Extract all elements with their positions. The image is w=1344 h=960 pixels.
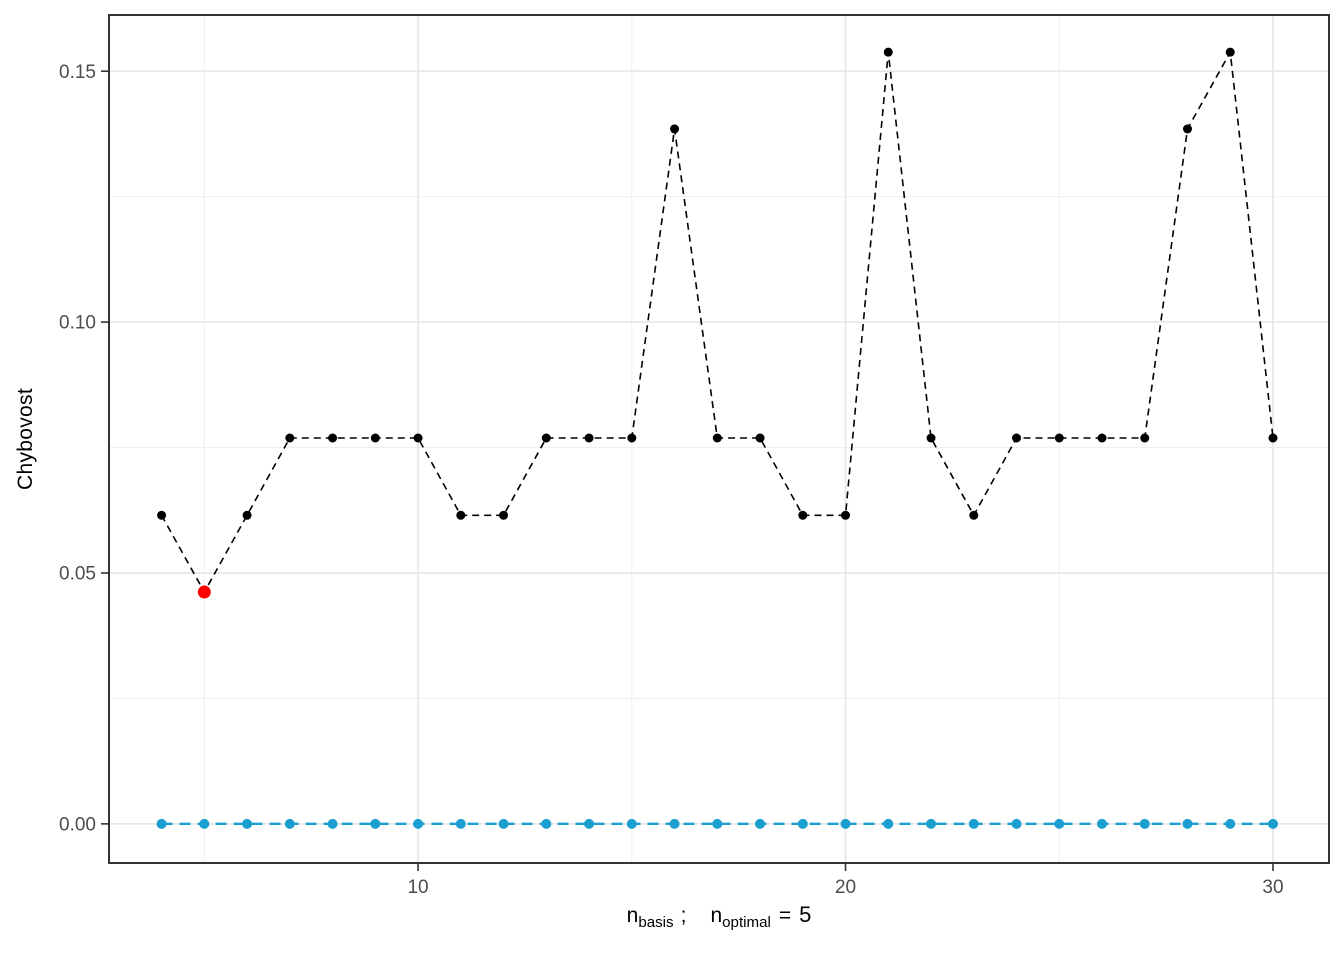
data-point-error-by-basis	[584, 433, 594, 443]
data-point-zero-baseline	[626, 818, 637, 829]
data-point-error-by-basis	[670, 124, 680, 134]
data-point-zero-baseline	[1268, 818, 1279, 829]
x-title-var-optimal: noptimal	[710, 904, 770, 930]
data-point-zero-baseline	[413, 818, 424, 829]
data-point-zero-baseline	[498, 818, 509, 829]
data-point-error-by-basis	[499, 510, 509, 520]
data-point-zero-baseline	[712, 818, 723, 829]
data-point-zero-baseline	[926, 818, 937, 829]
data-point-error-by-basis	[328, 433, 338, 443]
highlight-point-optimal	[197, 585, 211, 599]
data-point-error-by-basis	[798, 510, 808, 520]
data-point-zero-baseline	[1054, 818, 1065, 829]
x-axis-tick-label: 20	[835, 877, 856, 898]
data-point-zero-baseline	[284, 818, 295, 829]
data-point-error-by-basis	[1140, 433, 1150, 443]
x-title-var2: n	[710, 904, 723, 927]
data-point-error-by-basis	[627, 433, 637, 443]
data-point-zero-baseline	[327, 818, 338, 829]
data-point-error-by-basis	[456, 510, 466, 520]
data-point-zero-baseline	[883, 818, 894, 829]
data-point-error-by-basis	[1268, 433, 1278, 443]
x-title-equals: =	[778, 904, 792, 927]
plot-panel-border	[108, 14, 1330, 864]
data-point-error-by-basis	[1054, 433, 1064, 443]
data-point-zero-baseline	[584, 818, 595, 829]
data-point-error-by-basis	[755, 433, 765, 443]
y-axis-tick-label: 0.15	[59, 62, 96, 83]
data-point-zero-baseline	[1139, 818, 1150, 829]
data-point-error-by-basis	[242, 510, 252, 520]
data-point-zero-baseline	[370, 818, 381, 829]
data-point-zero-baseline	[1097, 818, 1108, 829]
data-point-error-by-basis	[285, 433, 295, 443]
x-title-sub1: basis	[638, 914, 674, 932]
data-point-error-by-basis	[969, 510, 979, 520]
data-point-error-by-basis	[157, 510, 167, 520]
data-point-zero-baseline	[840, 818, 851, 829]
data-point-zero-baseline	[1225, 818, 1236, 829]
data-point-error-by-basis	[841, 510, 851, 520]
data-point-error-by-basis	[1097, 433, 1107, 443]
data-point-zero-baseline	[968, 818, 979, 829]
x-axis-title: nbasis; noptimal = 5	[626, 902, 812, 930]
data-point-error-by-basis	[370, 433, 380, 443]
data-point-zero-baseline	[797, 818, 808, 829]
data-point-zero-baseline	[242, 818, 253, 829]
data-point-error-by-basis	[1183, 124, 1193, 134]
x-axis-tick-label: 10	[407, 877, 428, 898]
data-point-error-by-basis	[413, 433, 423, 443]
data-point-zero-baseline	[156, 818, 167, 829]
data-point-zero-baseline	[755, 818, 766, 829]
data-point-zero-baseline	[1182, 818, 1193, 829]
y-axis-tick-label: 0.10	[59, 313, 96, 334]
data-point-error-by-basis	[712, 433, 722, 443]
data-point-error-by-basis	[1012, 433, 1022, 443]
x-title-separator: ;	[680, 904, 687, 927]
y-axis-tick-label: 0.05	[59, 564, 96, 585]
x-title-value: 5	[799, 902, 812, 927]
y-axis-title: Chybovost	[14, 388, 38, 490]
x-axis-tick-label: 30	[1262, 877, 1283, 898]
y-axis-title-text: Chybovost	[14, 388, 37, 490]
data-point-error-by-basis	[541, 433, 551, 443]
x-title-sub2: optimal	[722, 914, 771, 932]
data-point-zero-baseline	[541, 818, 552, 829]
data-point-zero-baseline	[199, 818, 210, 829]
data-point-error-by-basis	[883, 47, 893, 57]
x-title-var-basis: nbasis	[626, 904, 674, 930]
data-point-zero-baseline	[669, 818, 680, 829]
y-axis-tick-label: 0.00	[59, 815, 96, 836]
data-point-zero-baseline	[1011, 818, 1022, 829]
data-point-zero-baseline	[455, 818, 466, 829]
data-point-error-by-basis	[1225, 47, 1235, 57]
data-point-error-by-basis	[926, 433, 936, 443]
x-title-var1: n	[626, 904, 639, 927]
